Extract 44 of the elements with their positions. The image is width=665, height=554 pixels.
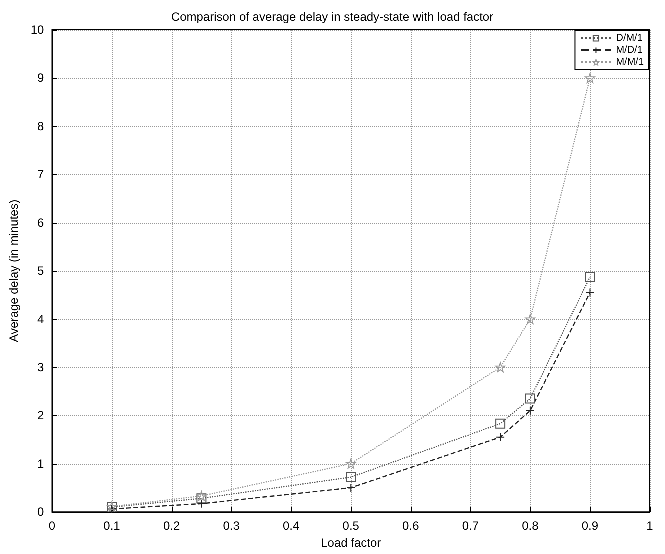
point <box>346 472 356 482</box>
point <box>346 483 356 492</box>
point <box>346 458 356 469</box>
point <box>496 432 506 442</box>
point <box>196 491 207 502</box>
legend-label: M/D/1 <box>616 45 644 56</box>
point <box>525 394 536 404</box>
point <box>585 272 596 282</box>
y-tick-label: 1 <box>38 456 45 471</box>
point <box>197 499 206 508</box>
y-tick-label: 6 <box>38 216 45 230</box>
y-tick-label: 0 <box>38 505 45 520</box>
y-axis-title: Average delay (in minutes) <box>7 200 21 342</box>
point <box>496 418 506 429</box>
x-tick-label: 1 <box>646 519 654 534</box>
x-axis-title: Load factor <box>321 536 382 550</box>
x-tick-label: 0.1 <box>104 519 121 534</box>
x-tick-label: 0.4 <box>283 519 300 534</box>
x-tick-label: 0.8 <box>522 519 540 534</box>
point <box>496 362 506 372</box>
point <box>108 504 117 514</box>
y-tick-label: 7 <box>38 168 45 182</box>
x-tick-label: 0.5 <box>342 519 360 534</box>
y-tick-label: 9 <box>38 71 45 86</box>
x-tick-label: 0.9 <box>582 519 599 534</box>
point <box>525 314 536 324</box>
point <box>585 73 596 84</box>
x-tick-label: 0.2 <box>163 519 180 534</box>
point <box>196 494 207 504</box>
y-tick-label: 5 <box>38 264 45 278</box>
x-tick-label: 0.6 <box>402 519 420 534</box>
point <box>586 288 595 298</box>
legend-label: D/M/1 <box>616 33 644 44</box>
x-tick-label: 0.7 <box>462 519 480 534</box>
point <box>526 406 535 416</box>
y-tick-label: 3 <box>38 360 45 374</box>
y-tick-label: 2 <box>38 408 45 423</box>
legend-label: M/M/1 <box>616 57 644 68</box>
y-tick-label: 4 <box>38 312 45 326</box>
chart-title: Comparison of average delay in steady-state with load factor <box>171 10 494 24</box>
y-tick-label: 10 <box>30 23 45 37</box>
x-tick-label: 0 <box>48 519 56 534</box>
y-tick-label: 8 <box>38 119 45 134</box>
x-tick-label: 0.3 <box>223 519 240 534</box>
